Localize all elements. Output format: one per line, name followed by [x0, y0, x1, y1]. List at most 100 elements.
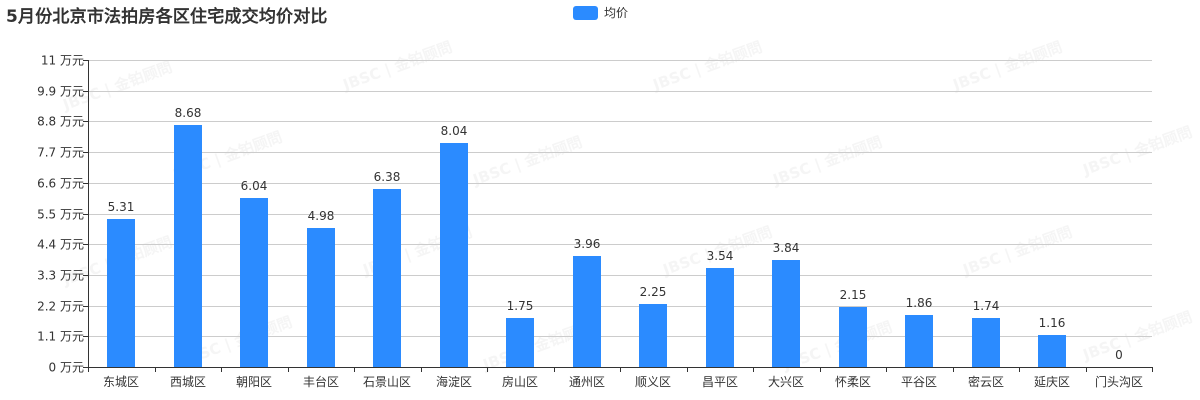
bar-value-label: 3.96 — [573, 237, 601, 251]
gridline — [88, 214, 1152, 215]
y-axis-line — [88, 60, 89, 368]
x-category-label: 门头沟区 — [1094, 375, 1143, 389]
legend-item-average-price[interactable]: 均价 — [573, 4, 628, 21]
bar-value-label: 3.54 — [706, 249, 734, 263]
y-tick — [83, 121, 88, 122]
gridline — [88, 306, 1152, 307]
x-category-label: 通州区 — [568, 375, 605, 389]
y-tick — [83, 275, 88, 276]
watermark: JBSC | 金铂顾問 — [1080, 122, 1195, 180]
x-category-label: 西城区 — [169, 375, 206, 389]
bar-value-label: 3.84 — [772, 241, 800, 255]
chart-title: 5月份北京市法拍房各区住宅成交均价对比 — [6, 7, 328, 27]
bar[interactable] — [772, 260, 800, 367]
y-tick-label: 6.6 万元 — [37, 176, 84, 191]
bar-value-label: 1.16 — [1038, 316, 1066, 330]
bar-value-label: 1.74 — [972, 299, 1000, 313]
bar[interactable] — [1038, 335, 1066, 367]
y-tick — [83, 336, 88, 337]
bar-value-label: 2.15 — [839, 288, 867, 302]
bar[interactable] — [307, 228, 335, 367]
x-category-label: 石景山区 — [362, 375, 411, 389]
y-tick — [83, 91, 88, 92]
x-category-label: 延庆区 — [1033, 375, 1070, 389]
bar-value-label: 2.25 — [639, 285, 667, 299]
watermark: JBSC | 金铂顾問 — [950, 37, 1065, 95]
x-tick — [554, 367, 555, 372]
x-tick — [687, 367, 688, 372]
bar-value-label: 4.98 — [307, 209, 335, 223]
gridline — [88, 60, 1152, 61]
watermark: JBSC | 金铂顾問 — [340, 37, 455, 95]
bar-value-label: 0 — [1115, 348, 1123, 362]
x-tick — [487, 367, 488, 372]
x-tick — [886, 367, 887, 372]
x-tick — [1019, 367, 1020, 372]
y-tick-label: 0 万元 — [48, 360, 84, 375]
x-tick — [753, 367, 754, 372]
x-category-label: 密云区 — [967, 375, 1004, 389]
y-tick — [83, 244, 88, 245]
bar[interactable] — [839, 307, 867, 367]
x-category-label: 昌平区 — [701, 375, 738, 389]
bar[interactable] — [373, 189, 401, 367]
y-tick-label: 1.1 万元 — [37, 329, 84, 344]
x-tick — [288, 367, 289, 372]
watermark: JBSC | 金铂顾問 — [960, 222, 1075, 280]
bar[interactable] — [639, 304, 667, 367]
bar[interactable] — [506, 318, 534, 367]
gridline — [88, 183, 1152, 184]
legend-swatch-icon — [573, 5, 598, 20]
y-tick — [83, 306, 88, 307]
x-tick — [820, 367, 821, 372]
y-tick-label: 7.7 万元 — [37, 145, 84, 160]
x-tick — [155, 367, 156, 372]
x-category-label: 房山区 — [501, 375, 538, 389]
bar[interactable] — [174, 125, 202, 367]
bar[interactable] — [573, 256, 601, 367]
y-tick — [83, 152, 88, 153]
x-category-label: 丰台区 — [302, 375, 339, 389]
y-tick-label: 2.2 万元 — [37, 299, 84, 314]
gridline — [88, 336, 1152, 337]
gridline — [88, 244, 1152, 245]
x-category-label: 东城区 — [102, 375, 139, 389]
x-category-label: 朝阳区 — [235, 375, 272, 389]
y-tick-label: 5.5 万元 — [37, 207, 84, 222]
watermark: JBSC | 金铂顾問 — [650, 37, 765, 95]
bar[interactable] — [107, 219, 135, 367]
watermark: JBSC | 金铂顾問 — [770, 132, 885, 190]
x-category-label: 平谷区 — [900, 375, 937, 389]
gridline — [88, 121, 1152, 122]
x-category-label: 怀柔区 — [834, 375, 871, 389]
gridline — [88, 91, 1152, 92]
x-category-label: 大兴区 — [767, 375, 804, 389]
x-category-label: 海淀区 — [435, 375, 472, 389]
bar-value-label: 6.38 — [373, 170, 401, 184]
x-tick — [221, 367, 222, 372]
bar[interactable] — [972, 318, 1000, 367]
bar[interactable] — [706, 268, 734, 367]
bar[interactable] — [905, 315, 933, 367]
bar-value-label: 6.04 — [240, 179, 268, 193]
bar[interactable] — [440, 143, 468, 367]
x-tick — [1086, 367, 1087, 372]
bar-value-label: 8.68 — [174, 106, 202, 120]
bar-value-label: 1.75 — [506, 299, 534, 313]
y-tick-label: 3.3 万元 — [37, 268, 84, 283]
x-tick — [88, 367, 89, 372]
y-tick — [83, 367, 88, 368]
x-category-label: 顺义区 — [634, 375, 671, 389]
legend-label: 均价 — [604, 6, 629, 20]
watermark: JBSC | 金铂顾問 — [470, 132, 585, 190]
bar[interactable] — [240, 198, 268, 367]
x-tick — [354, 367, 355, 372]
y-tick — [83, 214, 88, 215]
y-tick — [83, 60, 88, 61]
y-tick — [83, 183, 88, 184]
gridline — [88, 275, 1152, 276]
bar-value-label: 5.31 — [107, 200, 135, 214]
bar-value-label: 1.86 — [905, 296, 933, 310]
x-tick — [421, 367, 422, 372]
